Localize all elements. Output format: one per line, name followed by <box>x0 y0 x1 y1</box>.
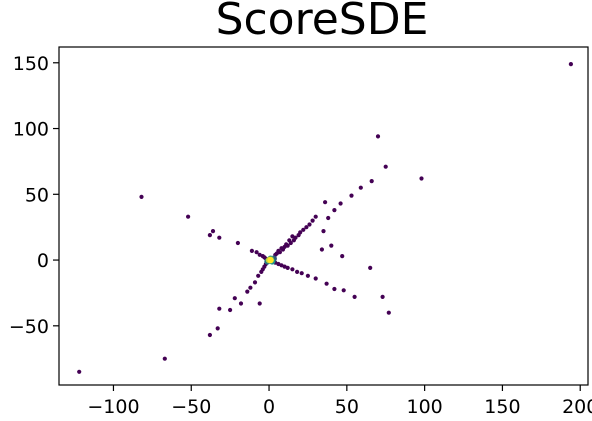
scatter-point <box>287 238 292 243</box>
scatter-point <box>305 273 310 278</box>
scatter-point <box>228 307 233 313</box>
y-tick-label: −50 <box>9 316 49 338</box>
points-layer <box>77 62 574 374</box>
scatter-point <box>210 229 216 234</box>
scatter-point <box>375 134 381 139</box>
y-axis: −50 0 50 100 150 <box>9 53 59 338</box>
scatter-point <box>254 250 259 255</box>
x-tick-label: 200 <box>562 396 592 418</box>
scatter-point <box>215 326 220 331</box>
scatter-point <box>232 296 237 301</box>
scatter-point <box>349 193 354 198</box>
scatter-point <box>279 246 284 251</box>
scatter-point <box>321 229 326 234</box>
scatter-point <box>313 276 318 281</box>
scatter-point <box>252 280 258 285</box>
x-axis: −100 −50 0 50 100 150 200 <box>87 385 592 418</box>
scatter-point <box>419 176 424 181</box>
plot-frame <box>58 46 589 386</box>
scatter-point <box>290 234 295 239</box>
x-tick-label: 0 <box>263 396 275 418</box>
scatter-point <box>341 288 346 293</box>
scatter-point <box>245 289 250 294</box>
scatter-point <box>301 227 306 232</box>
x-tick-label: 100 <box>406 396 442 418</box>
x-tick-label: 50 <box>335 396 359 418</box>
scatter-point <box>207 332 212 338</box>
scatter-point <box>296 233 301 238</box>
scatter-point <box>310 218 315 223</box>
scatter-point <box>326 215 331 221</box>
scatter-point <box>340 254 345 259</box>
y-tick-label: 50 <box>25 184 49 206</box>
x-tick-label: −50 <box>171 396 211 418</box>
scatter-point <box>319 247 324 252</box>
scatter-point <box>329 243 334 248</box>
scatter-point <box>267 256 274 264</box>
scatter-point <box>568 62 574 67</box>
scatter-point <box>324 281 329 286</box>
scatter-point <box>332 286 337 292</box>
scatter-point <box>332 208 337 213</box>
scatter-point <box>368 265 373 270</box>
y-tick-label: 150 <box>13 53 49 75</box>
scatter-point <box>235 240 240 246</box>
y-tick-label: 0 <box>37 250 49 272</box>
scatter-point <box>383 164 388 169</box>
scatter-point <box>338 201 343 206</box>
scatter-point <box>162 356 167 361</box>
scatter-point <box>248 285 253 290</box>
scatter-point <box>323 200 328 205</box>
scatter-point <box>386 310 391 315</box>
scatter-point <box>290 267 295 272</box>
scatter-point <box>299 271 304 276</box>
scatter-point <box>380 294 385 299</box>
x-tick-label: −100 <box>87 396 139 418</box>
scatter-point <box>291 238 296 243</box>
x-tick-label: 150 <box>484 396 520 418</box>
scatter-point <box>369 179 374 184</box>
scatter-point <box>77 369 82 374</box>
scatter-point <box>257 301 262 306</box>
scatter-point <box>304 225 309 230</box>
chart-title: ScoreSDE <box>216 0 429 45</box>
scatter-point <box>256 273 261 278</box>
scatter-point <box>238 301 244 306</box>
y-tick-label: 100 <box>13 119 49 141</box>
scatter-point <box>207 233 212 238</box>
scatter-point <box>352 294 357 299</box>
scatter-point <box>358 185 363 190</box>
scatter-point <box>307 222 312 227</box>
scatter-point <box>249 248 254 253</box>
scatter-point <box>186 214 191 219</box>
scatter-point <box>313 214 318 219</box>
scatter-point <box>139 194 144 199</box>
scatter-point <box>295 269 300 274</box>
scatter-point <box>217 235 222 240</box>
scatter-point <box>217 306 222 311</box>
